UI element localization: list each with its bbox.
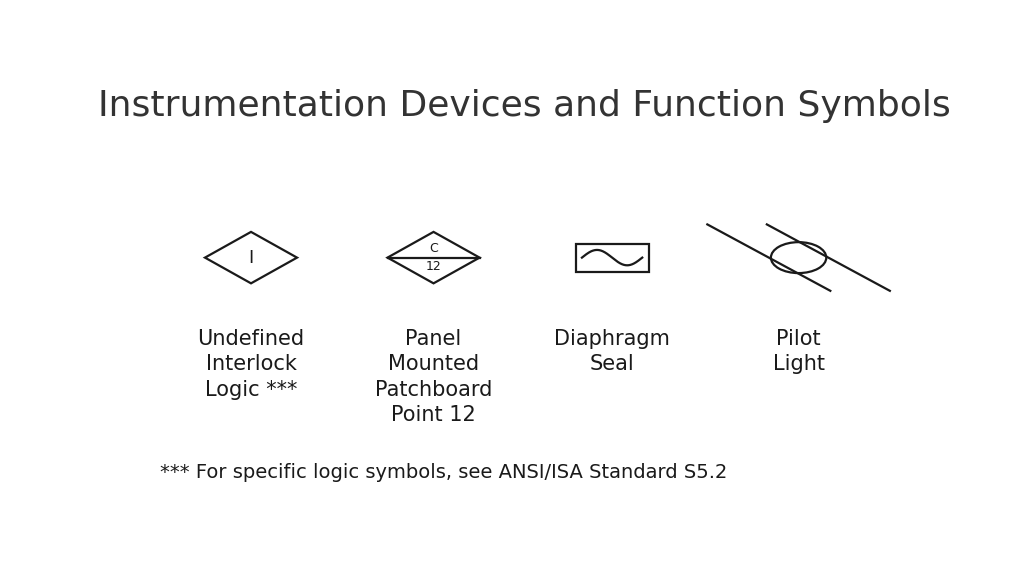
Text: *** For specific logic symbols, see ANSI/ISA Standard S5.2: *** For specific logic symbols, see ANSI… — [160, 463, 727, 482]
Text: 12: 12 — [426, 260, 441, 273]
Bar — [575, 244, 648, 272]
Text: Panel
Mounted
Patchboard
Point 12: Panel Mounted Patchboard Point 12 — [375, 328, 493, 426]
Text: Instrumentation Devices and Function Symbols: Instrumentation Devices and Function Sym… — [98, 89, 951, 123]
Text: C: C — [429, 242, 438, 255]
Text: Undefined
Interlock
Logic ***: Undefined Interlock Logic *** — [198, 328, 304, 400]
Text: Pilot
Light: Pilot Light — [772, 328, 824, 374]
Text: I: I — [249, 249, 254, 267]
Text: Diaphragm
Seal: Diaphragm Seal — [554, 328, 670, 374]
